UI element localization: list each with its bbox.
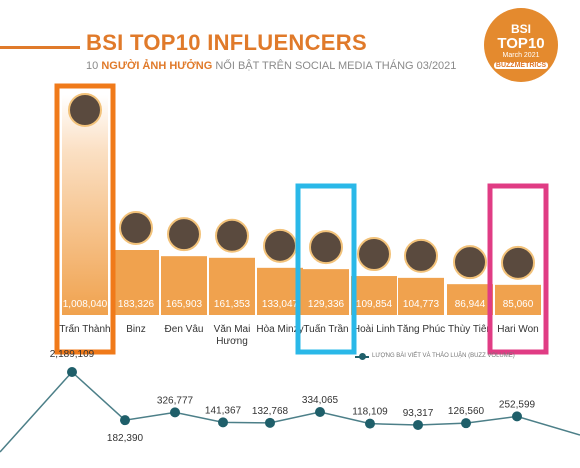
bar-value-label-4: 161,353	[214, 299, 251, 310]
category-label-4-line2: Hương	[216, 336, 248, 347]
subtitle-prefix: 10	[86, 60, 99, 72]
avatar-8	[404, 238, 438, 273]
line-point-3	[170, 407, 180, 418]
avatar-2	[119, 211, 153, 245]
line-point-7	[365, 418, 375, 429]
line-value-label-3: 326,777	[157, 395, 194, 406]
category-label-4: Văn Mai	[214, 324, 251, 335]
line-point-9	[461, 418, 471, 429]
bar-value-label-5: 133,047	[262, 299, 299, 310]
line-point-8	[413, 419, 423, 430]
bar-value-label-1: 1,008,040	[63, 299, 108, 310]
category-label-10: Hari Won	[497, 324, 539, 335]
avatar-6	[309, 230, 343, 265]
avatar-10	[501, 245, 535, 280]
legend-dot-marker	[359, 353, 366, 360]
avatar-7	[357, 237, 391, 272]
bar-value-label-2: 183,326	[118, 299, 155, 310]
category-label-8: Tăng Phúc	[397, 324, 445, 335]
line-point-10	[512, 411, 522, 422]
highlight-frame-orange	[54, 83, 116, 355]
bar-value-label-8: 104,773	[403, 299, 440, 310]
line-point-2	[120, 415, 130, 426]
badge-line3: March 2021	[502, 52, 540, 59]
bar-value-label-9: 86,944	[455, 299, 486, 310]
line-point-6	[315, 407, 325, 417]
line-value-label-6: 334,065	[302, 395, 339, 406]
bar-4	[209, 257, 255, 315]
category-label-3: Đen Vâu	[165, 324, 204, 335]
avatar-5	[263, 228, 297, 263]
badge-line2: TOP10	[497, 35, 545, 52]
subtitle-bold: NGƯỜI ẢNH HƯỞNG	[101, 60, 213, 72]
avatar-3	[167, 217, 201, 252]
bar-6	[303, 269, 349, 315]
highlight-frame-blue	[295, 183, 357, 355]
category-label-6: Tuấn Trần	[303, 323, 348, 335]
legend-label: LƯỢNG BÀI VIẾT VÀ THẢO LUẬN (BUZZ VOLUME…	[372, 353, 515, 359]
line-point-1	[67, 367, 77, 377]
line-value-label-9: 126,560	[448, 406, 485, 417]
line-value-label-8: 93,317	[403, 408, 434, 419]
line-point-5	[265, 417, 275, 428]
bar-10	[495, 284, 541, 315]
bar-7	[351, 276, 397, 315]
line-value-label-7: 118,109	[352, 407, 388, 418]
line-value-label-5: 132,768	[252, 406, 289, 417]
line-value-label-10: 252,599	[499, 399, 536, 410]
avatar-1	[68, 93, 102, 127]
bar-value-label-7: 109,854	[356, 299, 393, 310]
bsi-badge-logo: BSI TOP10 March 2021 BUZZMETRICS	[484, 8, 558, 82]
bar-value-label-10: 85,060	[503, 299, 534, 310]
bar-1	[62, 95, 108, 315]
badge-line4: BUZZMETRICS	[494, 62, 548, 69]
category-label-2: Binz	[126, 324, 145, 335]
line-value-label-1: 2,189,109	[50, 349, 95, 360]
avatar-4	[215, 218, 249, 253]
category-label-9: Thùy Tiên	[448, 324, 492, 335]
bar-3	[161, 256, 207, 315]
subtitle-rest: NỔI BẬT TRÊN SOCIAL MEDIA THÁNG 03/2021	[215, 60, 457, 72]
bar-8	[398, 277, 444, 315]
bar-value-label-6: 129,336	[308, 299, 345, 310]
header-rule	[0, 46, 80, 49]
line-value-label-2: 182,390	[107, 433, 144, 444]
highlight-frame-pink	[487, 183, 549, 355]
avatar-9	[453, 245, 487, 280]
bar-value-label-3: 165,903	[166, 299, 203, 310]
buzz-volume-line	[0, 370, 580, 453]
category-label-1: Trấn Thành	[59, 323, 110, 335]
category-label-5: Hòa Minzy	[256, 324, 303, 335]
bar-9	[447, 284, 493, 315]
line-value-label-4: 141,367	[205, 405, 242, 416]
chart-subtitle: 10 NGƯỜI ẢNH HƯỞNG NỔI BẬT TRÊN SOCIAL M…	[86, 60, 456, 72]
chart-title: BSI TOP10 INFLUENCERS	[86, 30, 367, 55]
bar-5	[257, 267, 303, 315]
category-label-7: Hoài Linh	[353, 324, 395, 335]
bar-2	[113, 250, 159, 315]
line-point-4	[218, 417, 228, 428]
badge-line1: BSI	[510, 22, 531, 36]
